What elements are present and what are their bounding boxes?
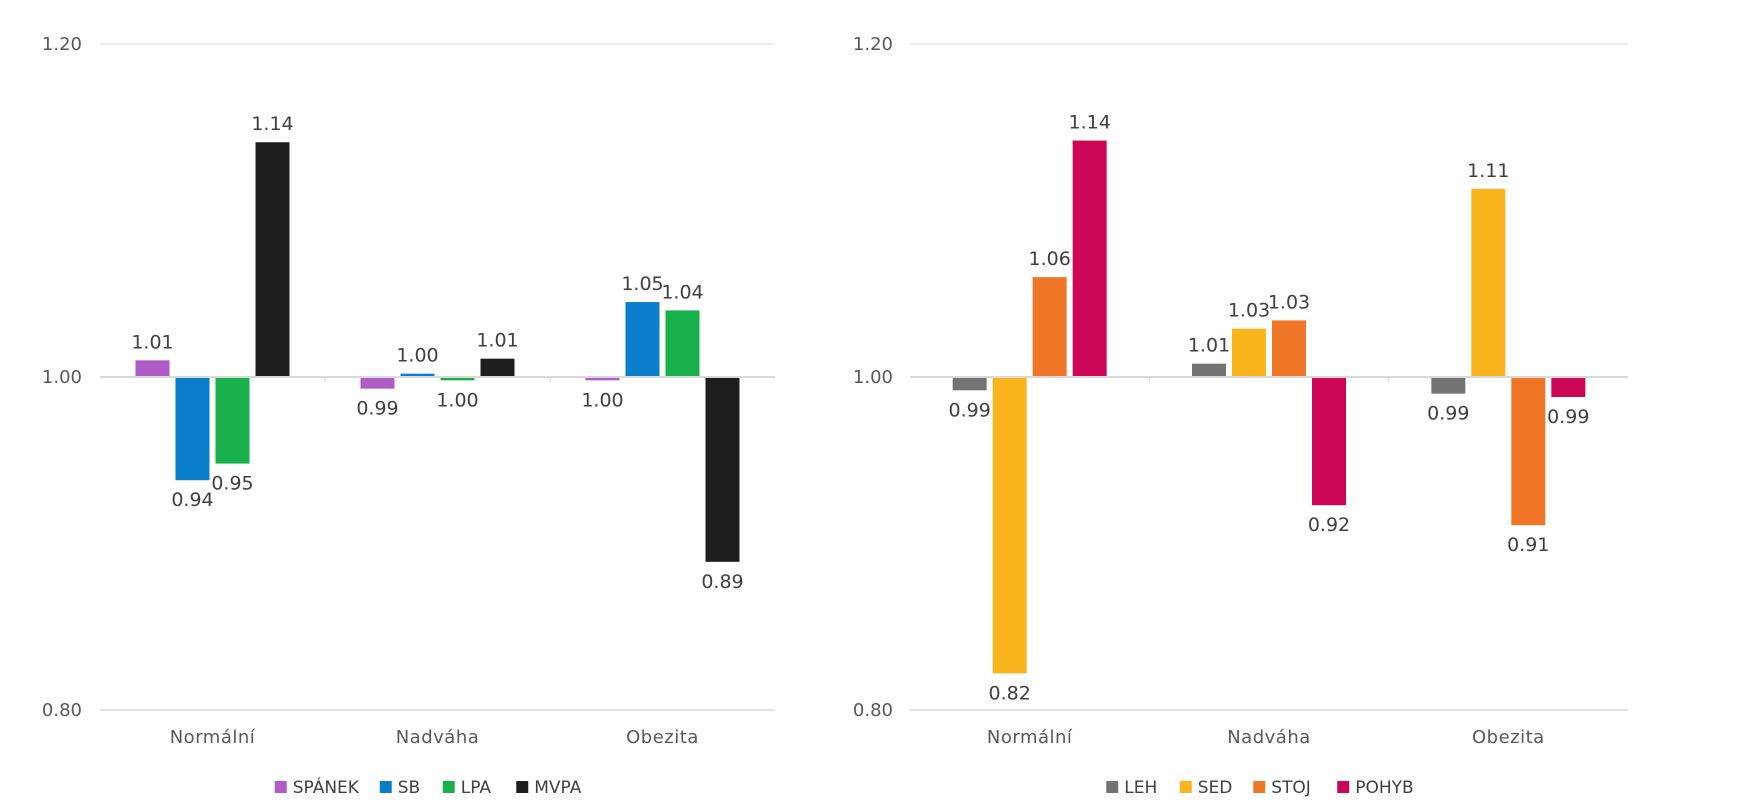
data-label: 0.92 <box>1308 514 1350 536</box>
bar-sed-3 <box>1471 188 1506 377</box>
bar-sb-1 <box>175 377 210 481</box>
legend-label: LPA <box>461 778 492 798</box>
data-label: 1.05 <box>621 273 663 295</box>
data-label: 1.01 <box>476 330 518 352</box>
legend-label: SED <box>1198 778 1233 798</box>
category-label: Normální <box>987 727 1073 748</box>
legend-label: STOJ <box>1271 778 1311 798</box>
data-label: 0.99 <box>356 398 398 420</box>
legend-label: MVPA <box>534 778 581 798</box>
legend-swatch-lpa <box>442 781 455 793</box>
data-label: 1.01 <box>1188 335 1230 357</box>
legend-swatch-leh <box>1106 781 1119 793</box>
category-label: Nadváha <box>396 727 480 748</box>
data-label: 0.99 <box>949 399 991 421</box>
category-label: Obezita <box>626 727 699 748</box>
data-label: 1.03 <box>1228 300 1270 322</box>
bar-stoj-2 <box>1272 320 1306 377</box>
legend-label: POHYB <box>1355 778 1413 798</box>
bar-mvpa-3 <box>705 377 740 562</box>
bar-sb-3 <box>625 302 660 377</box>
bar-mvpa-2 <box>480 358 515 377</box>
legend-label: SPÁNEK <box>293 776 360 798</box>
bar-spánek-2 <box>360 377 395 389</box>
bar-lpa-3 <box>665 310 700 377</box>
y-tick-label: 1.20 <box>42 34 82 55</box>
data-label: 1.01 <box>131 331 173 353</box>
legend-swatch-sed <box>1179 781 1192 793</box>
bar-lpa-2 <box>440 377 475 381</box>
chart-1: 1.20 1.00 0.80 1.01 0.940.95 1.14 Normální 0.99… <box>42 34 775 798</box>
data-label: 1.04 <box>661 281 703 303</box>
legend-swatch-mvpa <box>516 781 529 793</box>
bar-pohyb-1 <box>1072 140 1107 377</box>
data-label: 1.00 <box>581 389 623 411</box>
data-label: 0.91 <box>1507 534 1549 556</box>
data-label: 0.99 <box>1427 403 1469 425</box>
data-label: 1.00 <box>396 345 438 367</box>
data-label: 0.82 <box>989 682 1031 704</box>
y-tick-label: 1.00 <box>42 367 82 388</box>
category-label: Normální <box>170 727 256 748</box>
bar-sed-1 <box>992 377 1027 674</box>
y-tick-label: 1.20 <box>853 34 893 55</box>
bar-sed-2 <box>1232 328 1266 377</box>
bar-lpa-1 <box>215 377 250 464</box>
bar-pohyb-2 <box>1312 377 1346 506</box>
legend-label: LEH <box>1124 778 1157 798</box>
data-label: 0.94 <box>171 489 213 511</box>
bar-stoj-3 <box>1511 377 1546 526</box>
data-label: 1.03 <box>1268 291 1310 313</box>
data-label: 1.00 <box>436 389 478 411</box>
data-label: 1.14 <box>251 113 293 135</box>
data-label: 0.99 <box>1547 406 1589 428</box>
legend: SPÁNEK SB LPA MVPA <box>274 776 582 798</box>
category-label: Obezita <box>1472 727 1545 748</box>
data-label: 0.95 <box>211 473 253 495</box>
bar-leh-3 <box>1431 377 1466 394</box>
chart-2: 1.20 1.00 0.80 0.99 0.82 1.06 1.14 Normální 1.01… <box>853 34 1628 798</box>
data-label: 0.89 <box>701 571 743 593</box>
bar-pohyb-3 <box>1551 377 1586 397</box>
bar-sb-2 <box>400 373 435 377</box>
data-label: 1.11 <box>1467 160 1509 182</box>
legend-label: SB <box>398 778 420 798</box>
legend-swatch-spánek <box>274 781 287 793</box>
data-label: 1.14 <box>1069 112 1111 134</box>
y-tick-label: 1.00 <box>853 367 893 388</box>
bar-stoj-1 <box>1032 277 1067 377</box>
y-tick-label: 0.80 <box>853 700 893 721</box>
bar-mvpa-1 <box>255 142 290 377</box>
data-label: 1.06 <box>1029 248 1071 270</box>
legend-swatch-pohyb <box>1337 781 1350 793</box>
bar-leh-1 <box>952 377 987 391</box>
legend-swatch-stoj <box>1253 781 1266 793</box>
legend: LEH SED STOJ POHYB <box>1106 778 1414 798</box>
y-tick-label: 0.80 <box>42 700 82 721</box>
category-label: Nadváha <box>1227 727 1311 748</box>
legend-swatch-sb <box>379 781 392 793</box>
bar-leh-2 <box>1192 363 1226 377</box>
bar-spánek-3 <box>585 377 620 381</box>
bar-spánek-1 <box>135 360 170 377</box>
